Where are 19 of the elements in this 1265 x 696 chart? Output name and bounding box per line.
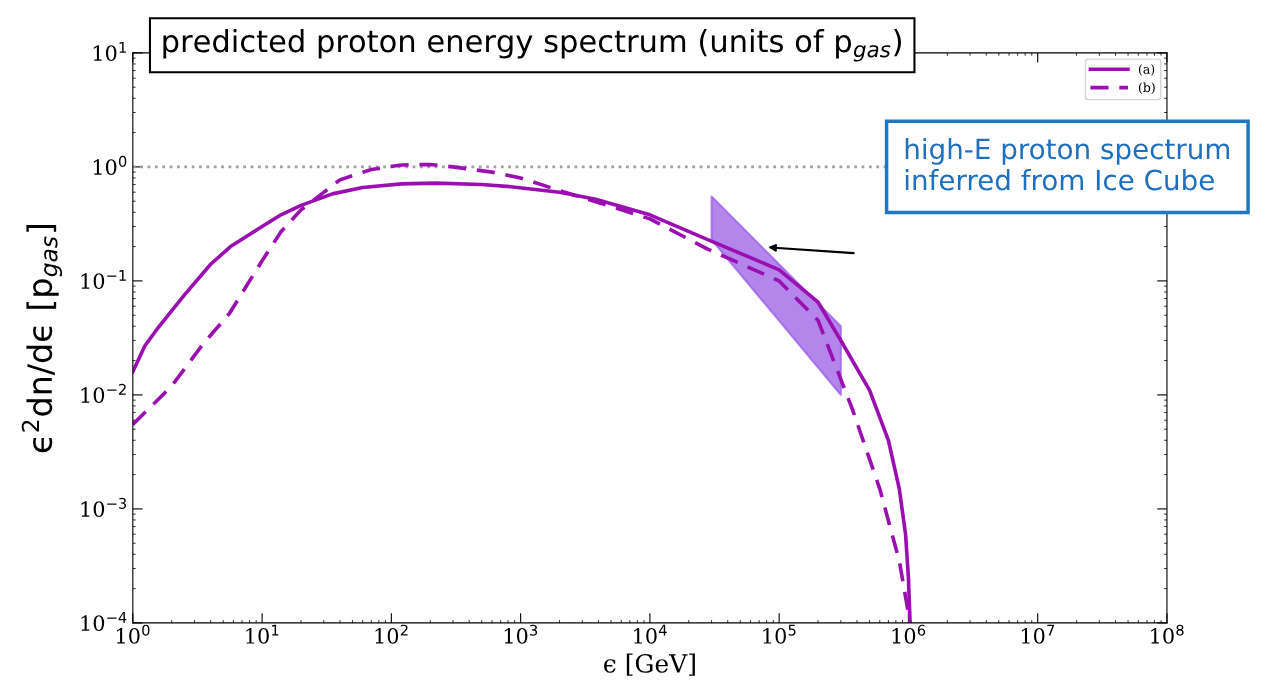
x-tick-label: 10$^{5}$ (763, 624, 796, 644)
x-axis-title: ϵ [GeV] (604, 653, 695, 676)
y-tick-label: 10$^{0}$ (93, 155, 127, 175)
x-tick-label: 10$^{2}$ (375, 624, 408, 644)
x-tick-label: 10$^{3}$ (504, 624, 538, 644)
annotation: high-E proton spectrum inferred from Ice Cube (905, 137, 1230, 191)
y-tick-label: 10$^{−3}$ (81, 497, 127, 517)
y-tick-label: 10$^{−2}$ (81, 383, 126, 403)
x-tick-label: 10$^{7}$ (1021, 624, 1055, 644)
legend-label: (a) (1138, 64, 1155, 76)
chart-title: predicted proton energy spectrum (units of p$_{gas}$) (163, 28, 901, 62)
x-tick-label: 10$^{8}$ (1151, 624, 1184, 644)
x-tick-label: 10$^{6}$ (892, 624, 926, 644)
x-tick-label: 10$^{4}$ (634, 624, 667, 644)
x-tick-label: 10$^{1}$ (246, 624, 279, 644)
y-axis-title: ϵ$^{2}$dn/dϵ [p$_{gas}$] (21, 224, 63, 453)
y-tick-label: 10$^{1}$ (93, 42, 126, 61)
legend-label: (b) (1138, 82, 1155, 94)
y-tick-label: 10$^{−1}$ (81, 270, 126, 289)
